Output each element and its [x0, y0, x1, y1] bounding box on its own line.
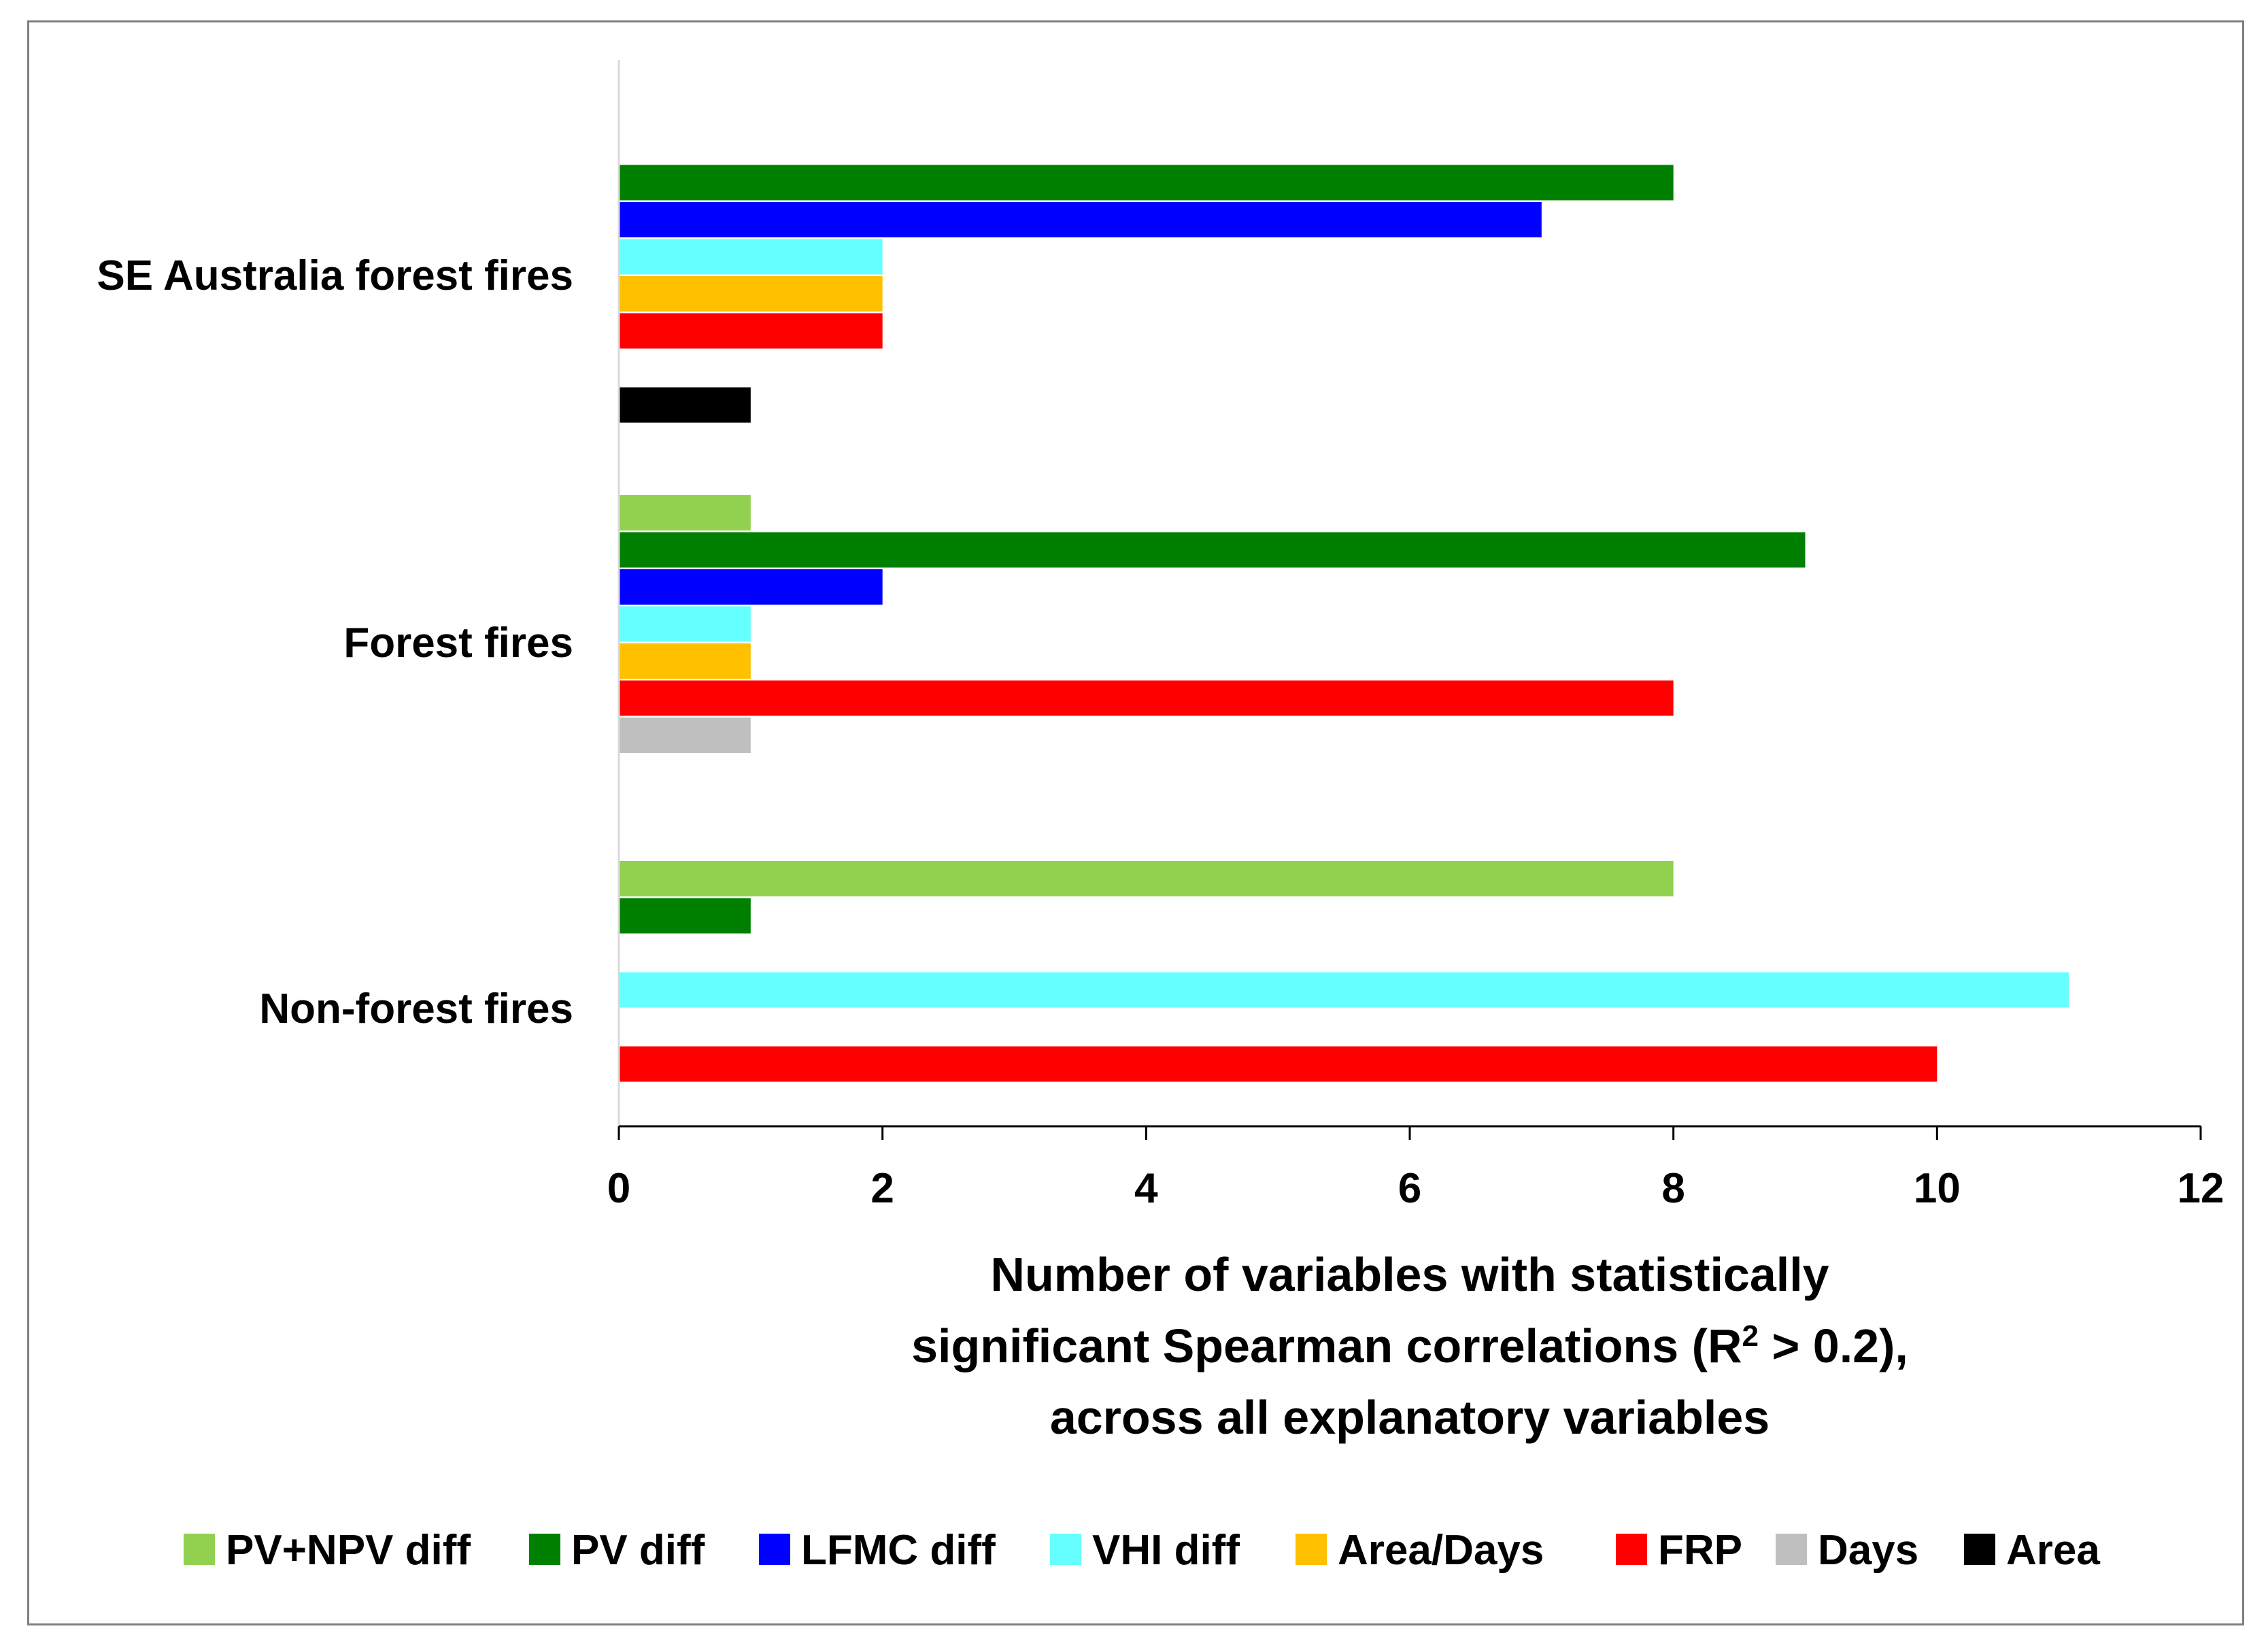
x-ticks: 0 2 4 6 8 10 12 — [607, 1126, 2224, 1212]
legend-swatch-pv-npv-diff — [184, 1534, 215, 1565]
category-label: Forest fires — [343, 620, 573, 667]
legend-swatch-area-days — [1296, 1534, 1327, 1565]
bars-group — [619, 165, 2069, 1082]
chart-frame: SE Australia forest fires Forest fires Non… — [27, 20, 2244, 1625]
x-tick-label: 12 — [2178, 1165, 2224, 1212]
x-tick-label: 2 — [870, 1165, 894, 1212]
legend-swatch-area — [1964, 1534, 1995, 1565]
x-axis-title-line-2: significant Spearman correlations (R2 > … — [911, 1319, 1908, 1373]
legend-label: PV+NPV diff — [226, 1527, 471, 1574]
bar-days-cat-1 — [619, 718, 751, 753]
bar-area-cat-0 — [619, 387, 751, 423]
x-tick-label: 10 — [1914, 1165, 1961, 1212]
bar-frp-cat-0 — [619, 313, 883, 349]
legend-swatch-frp — [1616, 1534, 1647, 1565]
bar-area-days-cat-0 — [619, 276, 883, 311]
x-axis-title-line-1: Number of variables with statistically — [990, 1248, 1829, 1301]
legend-swatch-days — [1776, 1534, 1807, 1565]
x-axis-title-line-3: across all explanatory variables — [1050, 1391, 1770, 1444]
bar-pv-diff-cat-0 — [619, 165, 1674, 201]
bar-pv-npv-diff-cat-2 — [619, 861, 1674, 896]
legend: PV+NPV diff PV diff LFMC diff VHI diff Area/… — [184, 1527, 2100, 1574]
legend-swatch-pv-diff — [529, 1534, 560, 1565]
category-labels: SE Australia forest fires Forest fires Non… — [97, 252, 573, 1032]
bar-frp-cat-1 — [619, 680, 1674, 716]
category-label: SE Australia forest fires — [97, 252, 573, 299]
x-axis-title: Number of variables with statistically s… — [911, 1248, 1908, 1444]
legend-label: Days — [1818, 1527, 1918, 1574]
x-tick-label: 4 — [1134, 1165, 1158, 1212]
x-axis-title-line-2-main: significant Spearman correlations (R — [911, 1319, 1742, 1372]
bar-pv-diff-cat-1 — [619, 532, 1806, 568]
bar-frp-cat-2 — [619, 1046, 1937, 1082]
legend-swatch-vhi-diff — [1050, 1534, 1081, 1565]
bar-pv-diff-cat-2 — [619, 898, 751, 934]
legend-label: FRP — [1658, 1527, 1742, 1574]
bar-chart: SE Australia forest fires Forest fires Non… — [97, 60, 2224, 1574]
bar-lfmc-diff-cat-0 — [619, 202, 1542, 237]
legend-label: PV diff — [571, 1527, 705, 1574]
legend-label: VHI diff — [1092, 1527, 1240, 1574]
x-tick-label: 0 — [607, 1165, 630, 1212]
bar-pv-npv-diff-cat-1 — [619, 495, 751, 530]
x-axis-title-line-2-suffix: > 0.2), — [1759, 1319, 1908, 1372]
legend-label: LFMC diff — [801, 1527, 996, 1574]
x-axis-title-superscript: 2 — [1742, 1319, 1759, 1353]
bar-vhi-diff-cat-2 — [619, 972, 2069, 1008]
legend-swatch-lfmc-diff — [759, 1534, 790, 1565]
bar-vhi-diff-cat-0 — [619, 239, 883, 275]
bar-lfmc-diff-cat-1 — [619, 569, 883, 605]
category-label: Non-forest fires — [259, 985, 573, 1032]
bar-vhi-diff-cat-1 — [619, 606, 751, 642]
legend-label: Area — [2006, 1527, 2100, 1574]
x-tick-label: 8 — [1661, 1165, 1685, 1212]
bar-area-days-cat-1 — [619, 643, 751, 679]
x-tick-label: 6 — [1398, 1165, 1421, 1212]
legend-label: Area/Days — [1338, 1527, 1544, 1574]
